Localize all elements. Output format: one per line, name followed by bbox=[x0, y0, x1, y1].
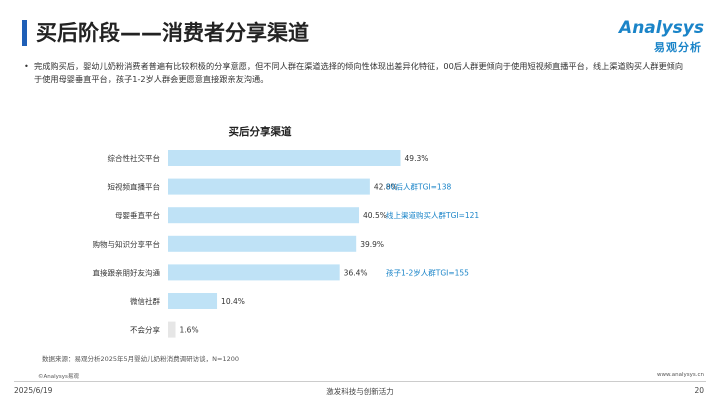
title-accent-bar bbox=[22, 20, 27, 46]
category-label: 综合性社交平台 bbox=[108, 153, 161, 163]
footer-slogan: 激发科技与创新活力 bbox=[326, 387, 394, 396]
value-label: 42.8% bbox=[374, 183, 398, 192]
category-label: 微信社群 bbox=[130, 296, 160, 306]
value-label: 1.6% bbox=[180, 326, 199, 335]
bar bbox=[168, 235, 357, 252]
bar bbox=[168, 293, 218, 309]
website: www.analysys.cn bbox=[657, 372, 704, 378]
bar bbox=[168, 207, 360, 224]
analysys-logo: Analysys 易观分析 bbox=[619, 18, 704, 54]
category-label: 母婴垂直平台 bbox=[115, 210, 160, 220]
category-label: 直接跟亲朋好友沟通 bbox=[93, 267, 161, 277]
bar bbox=[168, 321, 176, 338]
category-label: 短视频直播平台 bbox=[108, 182, 161, 192]
footer-divider bbox=[14, 381, 706, 382]
category-label: 购物与知识分享平台 bbox=[93, 239, 161, 249]
value-label: 39.9% bbox=[360, 240, 384, 249]
value-label: 40.5% bbox=[363, 211, 387, 220]
summary-bullet: • 完成购买后，婴幼儿奶粉消费者普遍有比较积极的分享意愿，但不同人群在渠道选择的… bbox=[24, 60, 690, 86]
bullet-dot-icon: • bbox=[24, 61, 29, 71]
summary-text: 完成购买后，婴幼儿奶粉消费者普遍有比较积极的分享意愿，但不同人群在渠道选择的倾向… bbox=[34, 61, 684, 84]
tgi-annotation: 00后人群TGI=138 bbox=[386, 182, 451, 192]
bar bbox=[168, 178, 370, 195]
chart-title: 买后分享渠道 bbox=[228, 126, 292, 138]
category-label: 不会分享 bbox=[130, 325, 160, 335]
bar bbox=[168, 264, 340, 281]
bar bbox=[168, 150, 401, 166]
tgi-annotation: 孩子1-2岁人群TGI=155 bbox=[386, 267, 469, 277]
data-source: 数据来源：易观分析2025年5月婴幼儿奶粉消费调研访谈，N=1200 bbox=[42, 355, 240, 363]
page-number: 20 bbox=[694, 386, 704, 395]
footer-date: 2025/6/19 bbox=[14, 386, 53, 395]
value-label: 49.3% bbox=[405, 154, 429, 163]
slide-title: 买后阶段——消费者分享渠道 bbox=[36, 21, 309, 45]
logo-english: Analysys bbox=[619, 18, 704, 38]
value-label: 36.4% bbox=[344, 268, 368, 277]
value-label: 10.4% bbox=[221, 297, 245, 306]
logo-chinese: 易观分析 bbox=[654, 41, 702, 54]
tgi-annotation: 线上渠道购买人群TGI=121 bbox=[386, 210, 479, 220]
copyright: ©Analysys易观 bbox=[38, 374, 79, 380]
